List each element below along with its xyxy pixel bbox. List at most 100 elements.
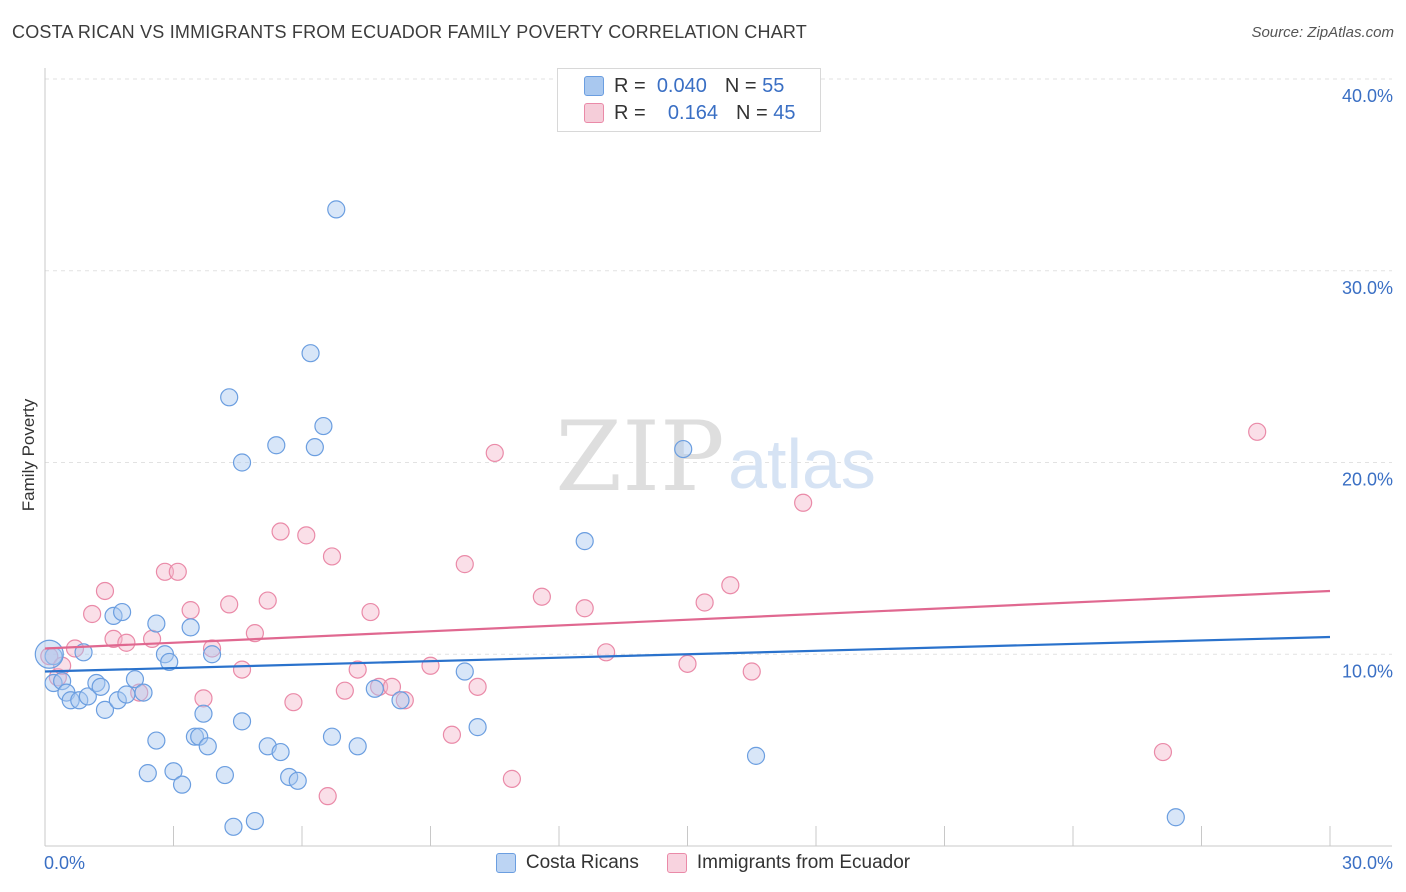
ecuador-point xyxy=(361,602,380,622)
costa-rican-point xyxy=(301,344,320,363)
source-label: Source: ZipAtlas.com xyxy=(1251,24,1394,41)
costa-rican-point xyxy=(138,764,157,783)
ecuador-point xyxy=(348,660,367,679)
ecuador-point xyxy=(258,591,277,610)
costa-rican-point xyxy=(215,765,234,785)
ecuador-point xyxy=(245,624,264,643)
costa-rican-point xyxy=(232,712,252,731)
costa-rican-point xyxy=(117,685,136,704)
watermark-atlas: atlas xyxy=(728,425,876,503)
ecuador-point xyxy=(318,787,337,806)
costa-rican-point xyxy=(280,767,299,787)
ecuador-point xyxy=(168,562,187,581)
ecuador-point xyxy=(695,593,714,612)
costa-rican-point xyxy=(365,679,384,698)
costa-rican-point xyxy=(104,606,123,626)
ecuador-point xyxy=(678,654,697,673)
trend-lines xyxy=(44,589,1331,673)
costa-rican-point xyxy=(164,762,183,781)
costa-rican-point xyxy=(674,439,693,459)
costa-rican-point xyxy=(74,643,93,662)
costa-rican-point xyxy=(468,718,487,737)
ecuador-point xyxy=(575,599,594,618)
ecuador-point xyxy=(485,443,504,463)
ecuador-point xyxy=(95,581,115,601)
stats-legend: R = 0.040 N = 55 R = 0.164 N = 45 xyxy=(557,68,821,132)
costa-rican-point xyxy=(232,453,252,472)
costa-rican-point xyxy=(134,683,153,702)
ecuador-point xyxy=(597,643,616,662)
watermark: ZIP atlas xyxy=(555,401,876,513)
y-axis-label: Family Poverty xyxy=(19,398,38,511)
ecuador-point xyxy=(181,601,200,620)
chart-title: COSTA RICAN VS IMMIGRANTS FROM ECUADOR F… xyxy=(12,22,807,42)
legend-item-costa-ricans[interactable]: Costa Ricans xyxy=(495,852,639,874)
costa-rican-point xyxy=(575,532,594,551)
n-value-pink: 45 xyxy=(773,101,796,124)
ecuador-point xyxy=(220,595,239,614)
x-tick-label: 30.0% xyxy=(1342,853,1393,873)
costa-rican-point xyxy=(147,731,166,750)
costa-rican-point xyxy=(224,817,243,836)
costa-rican-point xyxy=(53,671,72,691)
ecuador-point xyxy=(284,693,303,712)
costa-rican-point xyxy=(746,746,766,765)
ecuador-point xyxy=(297,526,316,545)
costa-rican-point xyxy=(322,727,342,746)
ecuador-point xyxy=(395,691,414,710)
ecuador-point xyxy=(322,547,342,566)
r-label: R = xyxy=(614,74,646,97)
costa-rican-point xyxy=(245,811,264,831)
costa-rican-point xyxy=(198,737,217,756)
grid-lines xyxy=(45,78,1392,655)
trend-line-ecuador xyxy=(44,589,1331,650)
legend-swatch-blue xyxy=(584,76,604,96)
ecuador-point xyxy=(742,662,761,681)
y-tick-label: 10.0% xyxy=(1342,661,1393,681)
ecuador-point xyxy=(532,587,551,606)
ecuador-point xyxy=(155,562,175,581)
legend-label-costa-ricans: Costa Ricans xyxy=(525,852,639,873)
stats-legend-row-blue: R = 0.040 N = 55 xyxy=(584,73,784,99)
ecuador-point xyxy=(117,633,136,652)
costa-rican-point xyxy=(125,670,145,689)
watermark-zip: ZIP xyxy=(555,401,724,513)
y-tick-label: 30.0% xyxy=(1342,278,1393,298)
ecuador-point xyxy=(442,725,462,744)
costa-rican-point xyxy=(271,742,290,762)
r-value-pink: 0.164 xyxy=(667,101,718,124)
costa-rican-point xyxy=(160,652,179,672)
legend-item-ecuador[interactable]: Immigrants from Ecuador xyxy=(666,852,911,874)
trend-line-costa-ricans xyxy=(44,635,1331,673)
ecuador-point xyxy=(468,677,487,696)
r-value-blue: 0.040 xyxy=(656,74,707,97)
costa-rican-point xyxy=(220,388,239,407)
y-tick-label: 20.0% xyxy=(1342,470,1393,490)
ecuador-point xyxy=(83,604,102,624)
ecuador-point xyxy=(502,769,521,788)
costa-rican-point xyxy=(147,614,166,633)
y-tick-label: 40.0% xyxy=(1342,86,1393,106)
ecuador-point xyxy=(455,555,474,574)
axes xyxy=(44,68,1392,847)
costa-rican-point xyxy=(91,677,110,696)
legend-label-ecuador: Immigrants from Ecuador xyxy=(696,852,911,873)
n-value-blue: 55 xyxy=(762,74,785,97)
costa-rican-point xyxy=(202,645,222,664)
ecuador-point xyxy=(1248,422,1267,441)
ecuador-point xyxy=(335,681,354,700)
legend-swatch-pink xyxy=(584,103,604,123)
costa-rican-point xyxy=(1166,808,1185,827)
costa-rican-point xyxy=(348,737,367,756)
costa-rican-point xyxy=(112,602,132,622)
costa-rican-point xyxy=(267,436,286,455)
costa-rican-point xyxy=(314,416,333,436)
ecuador-point xyxy=(794,493,813,512)
n-label: N = xyxy=(724,74,757,97)
costa-rican-point xyxy=(327,200,346,219)
ecuador-point xyxy=(271,522,290,541)
legend-swatch-blue xyxy=(495,853,516,873)
costa-rican-point xyxy=(185,727,205,746)
series-ecuador-points xyxy=(40,422,1267,806)
